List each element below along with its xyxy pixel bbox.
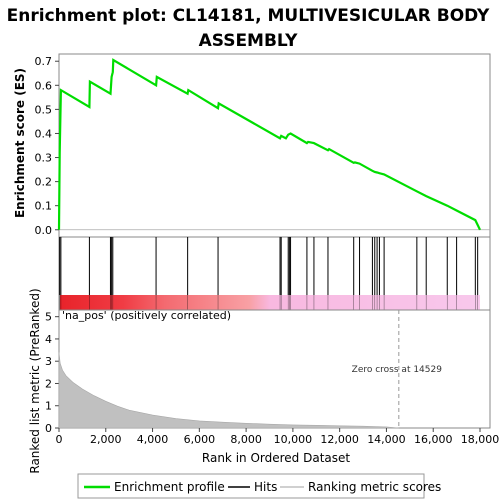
metric-y-tick-label: 2 — [45, 377, 52, 390]
es-y-axis-label: Enrichment score (ES) — [13, 68, 27, 218]
es-panel: 0.0 0.1 0.2 0.3 0.4 0.5 0.6 0.7 — [35, 53, 491, 238]
chart-title-line2: ASSEMBLY — [199, 31, 299, 51]
x-tick-label: 4,000 — [137, 433, 169, 446]
x-tick-label: 2,000 — [90, 433, 122, 446]
hits-panel — [58, 236, 491, 311]
x-tick-label: 16,000 — [414, 433, 453, 446]
x-axis-label: Rank in Ordered Dataset — [202, 451, 350, 465]
x-tick-label: 6,000 — [184, 433, 216, 446]
x-tick-label: 8,000 — [230, 433, 262, 446]
metric-y-tick-label: 5 — [45, 311, 52, 324]
metric-y-tick-label: 0 — [45, 422, 52, 435]
zero-cross-label: Zero cross at 14529 — [352, 365, 443, 375]
legend-enrichment-label: Enrichment profile — [114, 480, 225, 494]
metric-plot-frame — [58, 309, 491, 429]
ranking-metric-area — [58, 352, 399, 429]
legend-hits-label: Hits — [254, 480, 277, 494]
es-y-tick-label: 0.6 — [35, 79, 53, 92]
legend-box — [77, 473, 425, 499]
x-tick-label: 12,000 — [320, 433, 359, 446]
legend-metric-label: Ranking metric scores — [308, 480, 441, 494]
metric-y-tick-label: 3 — [45, 355, 52, 368]
metric-panel: 0 1 2 3 4 5 Zero cross at 14529 'na_pos' (posit… — [45, 309, 491, 435]
x-tick-label: 14,000 — [367, 433, 406, 446]
metric-y-tick-label: 1 — [45, 400, 52, 413]
positive-correlation-label: 'na_pos' (positively correlated) — [62, 309, 231, 322]
legend: Enrichment profile Hits Ranking metric s… — [77, 473, 441, 499]
x-tick-label: 10,000 — [274, 433, 313, 446]
es-y-tick-label: 0.3 — [35, 152, 53, 165]
es-y-tick-label: 0.5 — [35, 103, 53, 116]
x-axis: 0 2,000 4,000 6,000 8,000 10,000 12,000 14,000 1… — [56, 428, 500, 446]
metric-y-axis-label: Ranked list metric (PreRanked) — [28, 288, 42, 473]
x-tick-label: 18,000 — [461, 433, 500, 446]
metric-y-tick-label: 4 — [45, 333, 52, 346]
es-plot-frame — [58, 53, 491, 238]
es-y-tick-label: 0.2 — [35, 176, 53, 189]
x-tick-label: 0 — [56, 433, 63, 446]
es-y-tick-label: 0.1 — [35, 200, 53, 213]
es-y-tick-label: 0.0 — [35, 224, 53, 237]
es-y-tick-label: 0.4 — [35, 127, 53, 140]
enrichment-profile-line — [57, 58, 481, 231]
chart-title-line1: Enrichment plot: CL14181, MULTIVESICULAR… — [7, 6, 490, 26]
es-y-tick-label: 0.7 — [35, 55, 53, 68]
